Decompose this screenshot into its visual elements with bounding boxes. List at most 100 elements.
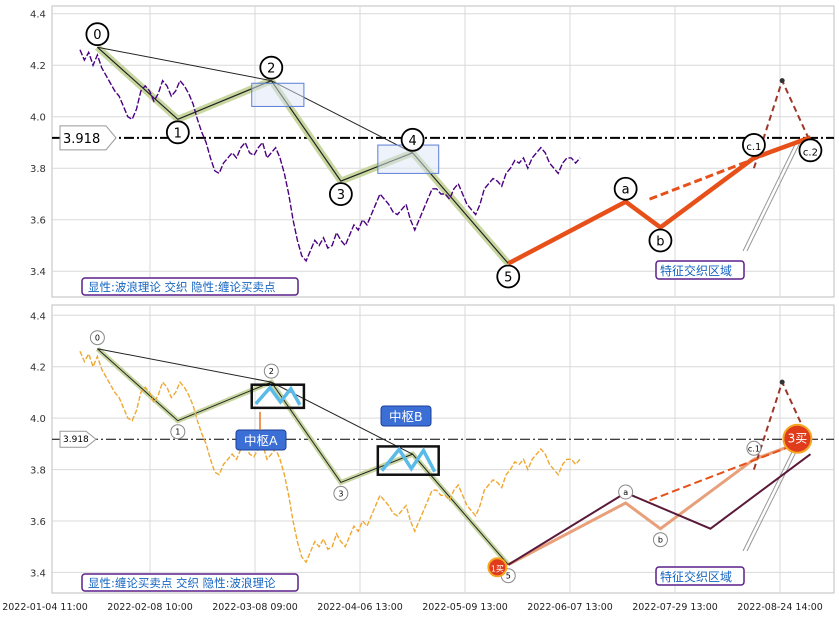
wave-point-marker	[328, 182, 353, 207]
wave-point-label: c.1	[746, 142, 761, 153]
wave-point-label: 4	[408, 134, 416, 149]
y-tick-label: 4.0	[30, 113, 46, 124]
caption-text: 显性:波浪理论 交织 隐性:缠论买卖点	[88, 280, 276, 294]
wave-point-label: 1	[175, 428, 180, 437]
plot-frame	[51, 5, 835, 298]
zhongshu-label-box	[380, 405, 432, 427]
y-tick-label: 4.4	[30, 10, 46, 21]
wave-point-label: a	[622, 183, 630, 198]
wave-point-label: 3	[337, 188, 345, 203]
zone-label: 特征交织区域	[660, 569, 732, 584]
caption-text: 显性:缠论买卖点 交织 隐性:波浪理论	[88, 576, 276, 590]
zone-label-box	[655, 260, 745, 280]
y-tick-label: 4.2	[30, 61, 46, 72]
y-tick-label: 3.4	[30, 568, 46, 579]
wave-point-marker	[259, 55, 284, 80]
wave-point-marker	[648, 228, 673, 253]
wave-point-marker	[85, 22, 110, 47]
zhongshu-box	[251, 82, 305, 107]
panel-1: 3.4 3.6 3.8 4.0 4.2 4.4 3.918 显性:波浪理论 交织 隐性:缠论买…	[30, 5, 835, 298]
y-tick-label: 4.2	[30, 363, 46, 374]
zone-guide-line	[746, 142, 801, 252]
wave-point-label: b	[656, 234, 664, 249]
wave-point-marker	[613, 176, 638, 201]
wave-point-marker	[170, 424, 186, 440]
wave-point-marker	[496, 264, 521, 289]
wave-point-marker	[652, 532, 668, 548]
x-tick-label: 2022-02-08 10:00	[107, 602, 193, 613]
zhongshu-label: 中枢A	[244, 433, 278, 448]
x-tick-label: 2022-05-09 13:00	[422, 602, 508, 613]
wave-point-label: a	[623, 488, 628, 497]
price-line	[79, 351, 581, 564]
wave-point-marker	[89, 330, 105, 346]
zone-label-box	[655, 566, 745, 586]
reference-value-badge	[59, 430, 97, 448]
wave-point-label: c.1	[748, 444, 760, 453]
reference-value-label: 3.918	[63, 435, 89, 445]
buy-point-marker	[782, 423, 813, 454]
reference-value-label: 3.918	[63, 132, 100, 147]
wave-point-marker	[165, 120, 190, 145]
zhongshu-box	[376, 445, 440, 476]
buy-point-label: 3买	[788, 432, 808, 446]
zone-label: 特征交织区域	[660, 263, 732, 278]
peak-marker	[779, 78, 785, 84]
plot-frame	[51, 304, 835, 594]
reference-value-badge	[59, 125, 117, 151]
zone-guide-line	[746, 443, 801, 552]
wave-point-label: 1	[174, 126, 182, 141]
channel-line	[97, 46, 413, 154]
channel-line	[97, 348, 413, 455]
zhongshu-box	[250, 383, 306, 410]
zhongshu-zigzag	[380, 446, 437, 473]
buy-point-label: 1买	[491, 564, 504, 573]
wave-point-label: 2	[267, 62, 275, 77]
wave-point-marker	[742, 133, 766, 157]
trend-dash-line	[649, 135, 811, 201]
wave-point-marker	[746, 440, 762, 456]
wave-point-label: b	[658, 536, 663, 545]
wave-point-label: 0	[93, 28, 101, 43]
zone-guide-line	[742, 443, 797, 552]
bi-line	[507, 453, 812, 566]
caption-box	[81, 573, 299, 592]
zhongshu-label: 中枢B	[389, 409, 423, 424]
zone-guide-line	[742, 142, 797, 252]
trend-dash-line	[649, 437, 811, 502]
wave-point-marker	[263, 363, 279, 379]
y-tick-label: 3.6	[30, 216, 46, 227]
panel-2: 3.4 3.6 3.8 4.0 4.2 4.4 3.918 显性:缠论买卖点 交织 隐性:波浪…	[30, 304, 835, 594]
peak-marker	[779, 379, 785, 385]
y-tick-label: 3.6	[30, 517, 46, 528]
zhongshu-zigzag	[254, 384, 302, 406]
wave-point-label: 0	[95, 334, 100, 343]
caption-box	[81, 277, 299, 296]
wave-point-label: 2	[269, 367, 274, 376]
x-tick-label: 2022-06-07 13:00	[527, 602, 613, 613]
y-tick-label: 3.4	[30, 267, 46, 278]
wave-point-marker	[400, 127, 425, 152]
wave-point-marker	[798, 138, 823, 163]
zhongshu-label-box	[235, 429, 287, 451]
x-tick-label: 2022-08-24 14:00	[737, 602, 823, 613]
wave-point-marker	[618, 484, 634, 500]
x-tick-label: 2022-04-06 13:00	[317, 602, 403, 613]
y-tick-label: 4.0	[30, 414, 46, 425]
x-tick-label: 2022-03-08 09:00	[212, 602, 298, 613]
y-tick-label: 3.8	[30, 164, 46, 175]
wave-point-label: 5	[504, 271, 512, 286]
y-tick-label: 4.4	[30, 311, 46, 322]
x-tick-label: 2022-07-29 13:00	[632, 602, 718, 613]
y-tick-label: 3.8	[30, 466, 46, 477]
price-line	[79, 49, 581, 263]
wave-point-label: 5	[506, 572, 511, 581]
wave-point-label: c.2	[803, 147, 818, 158]
wave-line	[97, 348, 509, 566]
wave-point-label: 3	[338, 489, 343, 498]
x-tick-label: 2022-01-04 11:00	[2, 602, 88, 613]
buy-point-marker	[487, 557, 508, 578]
wave-point-marker	[333, 485, 349, 501]
